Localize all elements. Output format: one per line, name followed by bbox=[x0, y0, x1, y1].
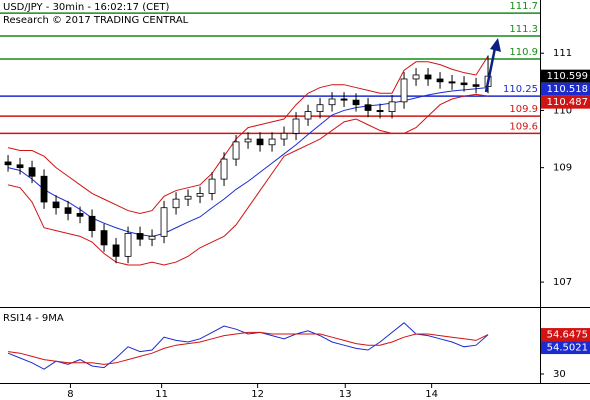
candle-body bbox=[100, 230, 108, 246]
candle-body bbox=[472, 84, 480, 87]
arrow bbox=[484, 47, 497, 93]
candle-body bbox=[340, 98, 348, 101]
candle-body bbox=[64, 207, 72, 214]
level-label: 110.9 bbox=[509, 47, 538, 58]
chart-title: USD/JPY - 30min - 16:02:17 (CET) bbox=[3, 2, 170, 13]
candle-body bbox=[376, 110, 384, 112]
candle-body bbox=[220, 158, 228, 180]
candle-body bbox=[460, 82, 468, 86]
candle-body bbox=[436, 78, 444, 83]
level-label: 109.9 bbox=[509, 104, 538, 115]
candle-body bbox=[352, 99, 360, 106]
price-tag-label: 110.599 bbox=[547, 71, 588, 82]
chart-subtitle: Research © 2017 TRADING CENTRAL bbox=[3, 15, 189, 26]
level-label: 111.7 bbox=[509, 1, 538, 12]
price-tag bbox=[541, 341, 590, 355]
candle-body bbox=[316, 104, 324, 112]
candle-body bbox=[112, 244, 120, 257]
x-tick-label: 11 bbox=[155, 389, 168, 400]
price-tag bbox=[541, 82, 590, 96]
x-tick-label: 14 bbox=[425, 389, 438, 400]
candle-body bbox=[364, 104, 372, 111]
candle-body bbox=[232, 141, 240, 160]
candle-body bbox=[136, 233, 144, 240]
price-tag-label: 54.5021 bbox=[547, 343, 588, 354]
y-tick-label: 111 bbox=[553, 48, 572, 59]
candle-body bbox=[16, 164, 24, 169]
candle-body bbox=[40, 175, 48, 203]
candle-body bbox=[4, 161, 12, 166]
level-label: 109.6 bbox=[509, 121, 538, 132]
series-line bbox=[7, 322, 489, 370]
candle-body bbox=[148, 235, 156, 240]
price-tag-label: 110.518 bbox=[547, 84, 588, 95]
y-tick-label: 109 bbox=[553, 163, 572, 174]
overlay-line bbox=[7, 93, 489, 266]
panel-title: RSI14 - 9MA bbox=[3, 313, 64, 324]
x-tick-label: 12 bbox=[251, 389, 264, 400]
price-tag bbox=[541, 328, 590, 342]
candle-body bbox=[124, 233, 132, 257]
overlay-line bbox=[7, 55, 489, 214]
candle-body bbox=[172, 198, 180, 209]
candle-body bbox=[268, 138, 276, 146]
candle-body bbox=[196, 193, 204, 197]
candle-body bbox=[184, 195, 192, 200]
candle-body bbox=[400, 78, 408, 103]
candle-body bbox=[244, 138, 252, 143]
candle-body bbox=[328, 98, 336, 106]
price-tag-label: 54.6475 bbox=[547, 330, 588, 341]
candle-body bbox=[88, 215, 96, 232]
price-tag bbox=[541, 95, 590, 109]
overlay-line bbox=[7, 87, 489, 237]
level-label: 110.25 bbox=[503, 84, 538, 95]
candle-body bbox=[388, 101, 396, 112]
y-tick-label: 30 bbox=[553, 369, 566, 380]
level-label: 111.3 bbox=[509, 24, 538, 35]
candle-body bbox=[208, 178, 216, 194]
arrow-head bbox=[490, 38, 501, 52]
candle-body bbox=[52, 201, 60, 209]
x-tick-label: 8 bbox=[67, 389, 73, 400]
price-tag-label: 110.487 bbox=[547, 97, 588, 108]
candle-body bbox=[412, 74, 420, 80]
x-tick-label: 13 bbox=[339, 389, 352, 400]
candle-body bbox=[76, 213, 84, 217]
y-tick-label: 107 bbox=[553, 277, 572, 288]
candle-body bbox=[304, 111, 312, 120]
candle-body bbox=[448, 81, 456, 84]
candle-body bbox=[280, 132, 288, 140]
series-line bbox=[7, 331, 489, 365]
candle-body bbox=[160, 207, 168, 237]
candle-body bbox=[292, 118, 300, 134]
candle-body bbox=[256, 138, 264, 146]
y-tick-label: 110 bbox=[553, 105, 572, 116]
candle-body bbox=[424, 74, 432, 80]
candle-body bbox=[28, 167, 36, 177]
price-tag bbox=[541, 69, 590, 83]
